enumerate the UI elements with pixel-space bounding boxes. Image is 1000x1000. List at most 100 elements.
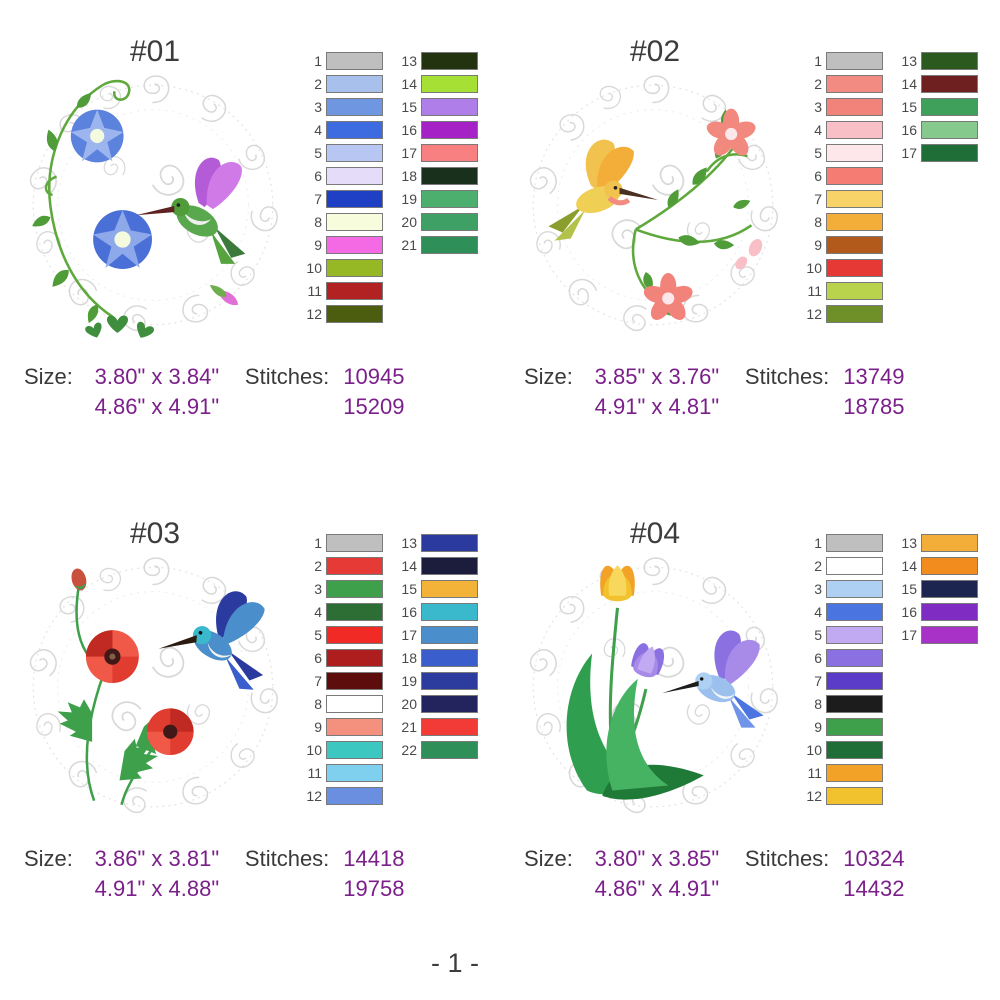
stitches-label: Stitches: xyxy=(244,846,330,871)
vine xyxy=(44,79,131,318)
color-swatch-row: 6 xyxy=(800,167,883,185)
color-swatch-row: 10 xyxy=(300,741,383,759)
color-swatch-row: 12 xyxy=(800,305,883,323)
thread-color-swatch xyxy=(326,52,383,70)
thread-color-swatch xyxy=(421,190,478,208)
thread-color-swatch xyxy=(421,580,478,598)
size-label: Size: xyxy=(24,364,73,389)
thread-number: 12 xyxy=(806,306,822,322)
color-swatch-row: 1 xyxy=(300,52,383,70)
size-large: 4.86" x 4.91" xyxy=(594,876,720,901)
design-02-artwork xyxy=(516,54,790,350)
stitch-values: 13749 18785 xyxy=(843,362,904,422)
color-swatch-row: 9 xyxy=(300,718,383,736)
thread-number: 8 xyxy=(814,696,822,712)
thread-color-swatch xyxy=(421,213,478,231)
thread-number: 7 xyxy=(814,673,822,689)
thread-color-swatch xyxy=(826,580,883,598)
thread-color-swatch xyxy=(421,52,478,70)
size-label: Size: xyxy=(24,846,73,871)
thread-color-swatch xyxy=(921,603,978,621)
thread-color-swatch xyxy=(326,259,383,277)
thread-color-swatch xyxy=(326,75,383,93)
thread-color-swatch xyxy=(326,741,383,759)
thread-number: 16 xyxy=(401,604,417,620)
thread-number: 8 xyxy=(314,696,322,712)
thread-color-swatch xyxy=(921,557,978,575)
color-swatch-row: 3 xyxy=(300,580,383,598)
thread-color-swatch xyxy=(421,718,478,736)
thread-color-column-2: 13 14 15 16 17 xyxy=(895,534,978,649)
thread-number: 15 xyxy=(401,581,417,597)
trumpet-flower-1 xyxy=(706,108,756,156)
thread-number: 1 xyxy=(314,53,322,69)
stitch-values: 10324 14432 xyxy=(843,844,904,904)
thread-color-column-1: 1 2 3 4 5 6 7 8 9 10 11 12 xyxy=(300,52,383,328)
thread-color-column-2: 13 14 15 16 17 xyxy=(895,52,978,167)
color-swatch-row: 15 xyxy=(395,98,478,116)
color-swatch-row: 20 xyxy=(395,213,478,231)
thread-number: 9 xyxy=(314,237,322,253)
thread-number: 18 xyxy=(401,650,417,666)
thread-color-swatch xyxy=(421,121,478,139)
thread-color-swatch xyxy=(826,672,883,690)
color-swatch-row: 14 xyxy=(895,557,978,575)
color-swatch-row: 16 xyxy=(895,121,978,139)
color-swatch-row: 14 xyxy=(395,557,478,575)
thread-number: 12 xyxy=(306,306,322,322)
flower-buds xyxy=(735,238,763,270)
thread-color-swatch xyxy=(826,787,883,805)
color-swatch-row: 21 xyxy=(395,236,478,254)
thread-number: 17 xyxy=(901,627,917,643)
thread-color-swatch xyxy=(826,695,883,713)
color-swatch-row: 8 xyxy=(300,695,383,713)
thread-number: 20 xyxy=(401,214,417,230)
stitches-label: Stitches: xyxy=(744,364,830,389)
thread-number: 8 xyxy=(314,214,322,230)
thread-color-column-1: 1 2 3 4 5 6 7 8 9 10 11 12 xyxy=(300,534,383,810)
design-meta: Size: 3.80" x 3.84" 4.86" x 4.91" Stitch… xyxy=(24,362,404,422)
color-swatch-row: 13 xyxy=(895,534,978,552)
thread-number: 17 xyxy=(401,145,417,161)
thread-color-swatch xyxy=(826,121,883,139)
design-card-04: #04 xyxy=(500,490,1000,960)
color-swatch-row: 5 xyxy=(800,144,883,162)
thread-color-swatch xyxy=(826,741,883,759)
thread-number: 4 xyxy=(314,604,322,620)
design-card-02: #02 xyxy=(500,8,1000,478)
thread-number: 8 xyxy=(814,214,822,230)
color-swatch-row: 4 xyxy=(300,121,383,139)
thread-number: 14 xyxy=(901,76,917,92)
color-swatch-row: 19 xyxy=(395,672,478,690)
thread-color-chart: 1 2 3 4 5 6 7 8 9 10 11 12 13 14 15 16 17 xyxy=(800,534,978,810)
design-04-artwork xyxy=(516,536,790,832)
size-label: Size: xyxy=(524,364,573,389)
design-card-01: #01 xyxy=(0,8,500,478)
design-meta: Size: 3.86" x 3.81" 4.91" x 4.88" Stitch… xyxy=(24,844,404,904)
color-swatch-row: 11 xyxy=(300,764,383,782)
color-swatch-row: 6 xyxy=(300,649,383,667)
color-swatch-row: 7 xyxy=(300,190,383,208)
thread-color-chart: 1 2 3 4 5 6 7 8 9 10 11 12 13 14 15 16 17 18 19 20 21 22 xyxy=(300,534,478,810)
thread-color-swatch xyxy=(326,98,383,116)
thread-color-swatch xyxy=(826,718,883,736)
yellow-tulip xyxy=(600,565,635,602)
design-03-artwork xyxy=(16,536,290,832)
color-swatch-row: 3 xyxy=(800,98,883,116)
color-swatch-row: 1 xyxy=(300,534,383,552)
color-swatch-row: 6 xyxy=(300,167,383,185)
thread-number: 3 xyxy=(314,99,322,115)
thread-color-swatch xyxy=(826,282,883,300)
thread-number: 11 xyxy=(307,283,322,299)
color-swatch-row: 6 xyxy=(800,649,883,667)
thread-number: 10 xyxy=(306,260,322,276)
color-swatch-row: 12 xyxy=(300,305,383,323)
color-swatch-row: 11 xyxy=(800,282,883,300)
thread-color-swatch xyxy=(826,75,883,93)
stitches-large: 15209 xyxy=(343,394,405,419)
thread-number: 4 xyxy=(814,604,822,620)
thread-color-swatch xyxy=(826,259,883,277)
thread-color-swatch xyxy=(921,580,978,598)
color-swatch-row: 20 xyxy=(395,695,478,713)
thread-color-swatch xyxy=(421,167,478,185)
